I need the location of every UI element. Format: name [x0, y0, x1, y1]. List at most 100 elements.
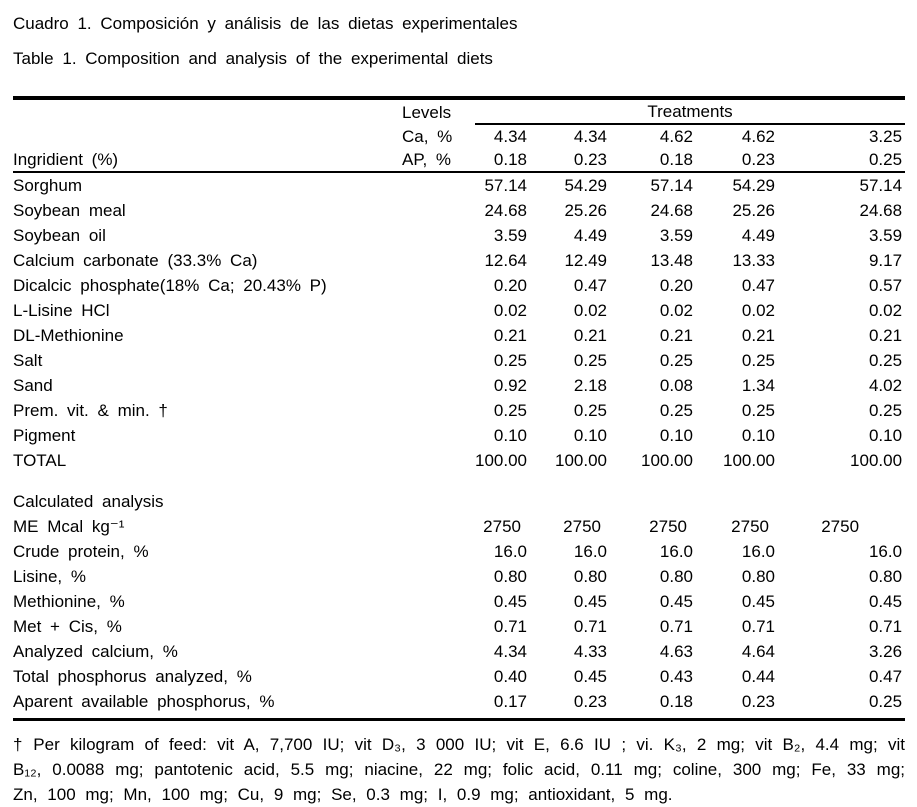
header-row-ca: Ca, % 4.34 4.34 4.62 4.62 3.25 — [13, 124, 905, 148]
cell-value: 4.49 — [573, 226, 607, 245]
cell-value: 0.25 — [659, 401, 693, 420]
cell-value: 1.34 — [741, 376, 775, 395]
cell-value: 57.14 — [650, 176, 693, 195]
cell-value: 0.10 — [868, 426, 903, 445]
cell-value: 0.02 — [868, 301, 903, 320]
cell-value: 16.0 — [493, 542, 527, 561]
row-spacer — [402, 448, 475, 473]
table-row: Crude protein, % 16.0 16.0 16.0 16.0 16.0 — [13, 539, 905, 564]
row-spacer — [402, 298, 475, 323]
cell-value: 54.29 — [732, 176, 775, 195]
levels-header: Levels — [402, 103, 452, 122]
calculated-analysis-section: Calculated analysis ME Mcal kg⁻¹ 2750 2750… — [13, 473, 905, 720]
cell-value: 57.14 — [484, 176, 527, 195]
cell-value: 0.25 — [868, 692, 903, 711]
table-row: DL-Methionine 0.21 0.21 0.21 0.21 0.21 — [13, 323, 905, 348]
cell-value: 0.80 — [741, 567, 775, 586]
diet-composition-table: Levels Treatments Ca, % 4.34 4.34 4.62 4… — [13, 96, 906, 721]
cell-value: 0.25 — [573, 401, 607, 420]
row-spacer — [402, 589, 475, 614]
header-row-groups: Levels Treatments — [13, 98, 906, 125]
cell-value: 54.29 — [564, 176, 607, 195]
cell-value: 0.45 — [868, 592, 903, 611]
ingredients-section: Sorghum 57.14 54.29 57.14 54.29 57.14 Soybean … — [13, 172, 905, 473]
cell-value: 0.21 — [741, 326, 775, 345]
header-spacer — [13, 124, 402, 148]
cell-value: 2750 — [483, 517, 521, 536]
cell-value: 16.0 — [659, 542, 693, 561]
row-spacer — [402, 273, 475, 298]
cell-value: 2.18 — [573, 376, 607, 395]
cell-value: 0.45 — [573, 592, 607, 611]
cell-value: 13.48 — [650, 251, 693, 270]
cell-value: 0.18 — [659, 692, 693, 711]
cell-value: 0.21 — [868, 326, 903, 345]
row-spacer — [402, 373, 475, 398]
treatments-header: Treatments — [475, 98, 906, 125]
cell-value: 0.25 — [659, 351, 693, 370]
table-row: Met + Cis, % 0.71 0.71 0.71 0.71 0.71 — [13, 614, 905, 639]
header-row-ap: Ingridient (%) AP, % 0.18 0.23 0.18 0.23… — [13, 148, 906, 173]
ap-level-label: AP, % — [402, 148, 475, 173]
row-spacer — [402, 614, 475, 639]
cell-value: 0.43 — [659, 667, 693, 686]
ca-level-value: 4.34 — [573, 127, 607, 146]
row-spacer — [402, 689, 475, 720]
cell-value: 0.02 — [741, 301, 775, 320]
ca-level-value: 4.62 — [741, 127, 775, 146]
cell-value: 9.17 — [868, 251, 903, 270]
cell-value: 25.26 — [732, 201, 775, 220]
cell-value: 4.02 — [868, 376, 903, 395]
row-spacer — [402, 423, 475, 448]
row-label: Salt — [13, 351, 43, 370]
cell-value: 0.80 — [868, 567, 903, 586]
cell-value: 0.45 — [659, 592, 693, 611]
ca-level-value: 4.62 — [659, 127, 693, 146]
cell-value: 0.71 — [573, 617, 607, 636]
cell-value: 4.34 — [493, 642, 527, 661]
cell-value: 0.80 — [573, 567, 607, 586]
cell-value: 0.71 — [868, 617, 903, 636]
cell-value: 0.25 — [493, 351, 527, 370]
row-label: Sand — [13, 376, 53, 395]
table-row: Prem. vit. & min. † 0.25 0.25 0.25 0.25 0.25 — [13, 398, 905, 423]
cell-value: 2750 — [821, 517, 860, 536]
table-row: Sand 0.92 2.18 0.08 1.34 4.02 — [13, 373, 905, 398]
row-label: Pigment — [13, 426, 76, 445]
ca-level-label: Ca, % — [402, 127, 453, 146]
cell-value: 0.45 — [741, 592, 775, 611]
ap-level-value: 0.18 — [475, 148, 530, 173]
analysis-section-label: Calculated analysis — [13, 492, 164, 511]
ap-level-value: 0.18 — [610, 148, 696, 173]
row-spacer — [402, 323, 475, 348]
row-spacer — [402, 198, 475, 223]
cell-value: 3.26 — [868, 642, 903, 661]
cell-value: 0.47 — [868, 667, 903, 686]
table-row: ME Mcal kg⁻¹ 2750 2750 2750 2750 2750 — [13, 514, 905, 539]
cell-value: 0.17 — [493, 692, 527, 711]
ca-level-value: 4.34 — [493, 127, 527, 146]
row-spacer — [402, 639, 475, 664]
table-row: L-Lisine HCl 0.02 0.02 0.02 0.02 0.02 — [13, 298, 905, 323]
cell-value: 0.21 — [493, 326, 527, 345]
cell-value: 0.20 — [493, 276, 527, 295]
cell-value: 0.20 — [659, 276, 693, 295]
row-spacer — [402, 172, 475, 198]
row-spacer — [402, 398, 475, 423]
table-title-english: Table 1. Composition and analysis of the… — [13, 49, 493, 68]
table-row: Pigment 0.10 0.10 0.10 0.10 0.10 — [13, 423, 905, 448]
cell-value: 0.23 — [573, 692, 607, 711]
table-row: Aparent available phosphorus, % 0.17 0.23 0… — [13, 689, 905, 720]
row-spacer — [402, 248, 475, 273]
row-label: DL-Methionine — [13, 326, 124, 345]
row-label: Soybean oil — [13, 226, 106, 245]
cell-value: 0.47 — [573, 276, 607, 295]
cell-value: 0.57 — [868, 276, 903, 295]
row-label: Sorghum — [13, 176, 82, 195]
row-spacer — [402, 348, 475, 373]
row-spacer — [402, 514, 475, 539]
row-label: Methionine, % — [13, 592, 125, 611]
ap-level-value: 0.23 — [696, 148, 778, 173]
table-row: Sorghum 57.14 54.29 57.14 54.29 57.14 — [13, 172, 905, 198]
